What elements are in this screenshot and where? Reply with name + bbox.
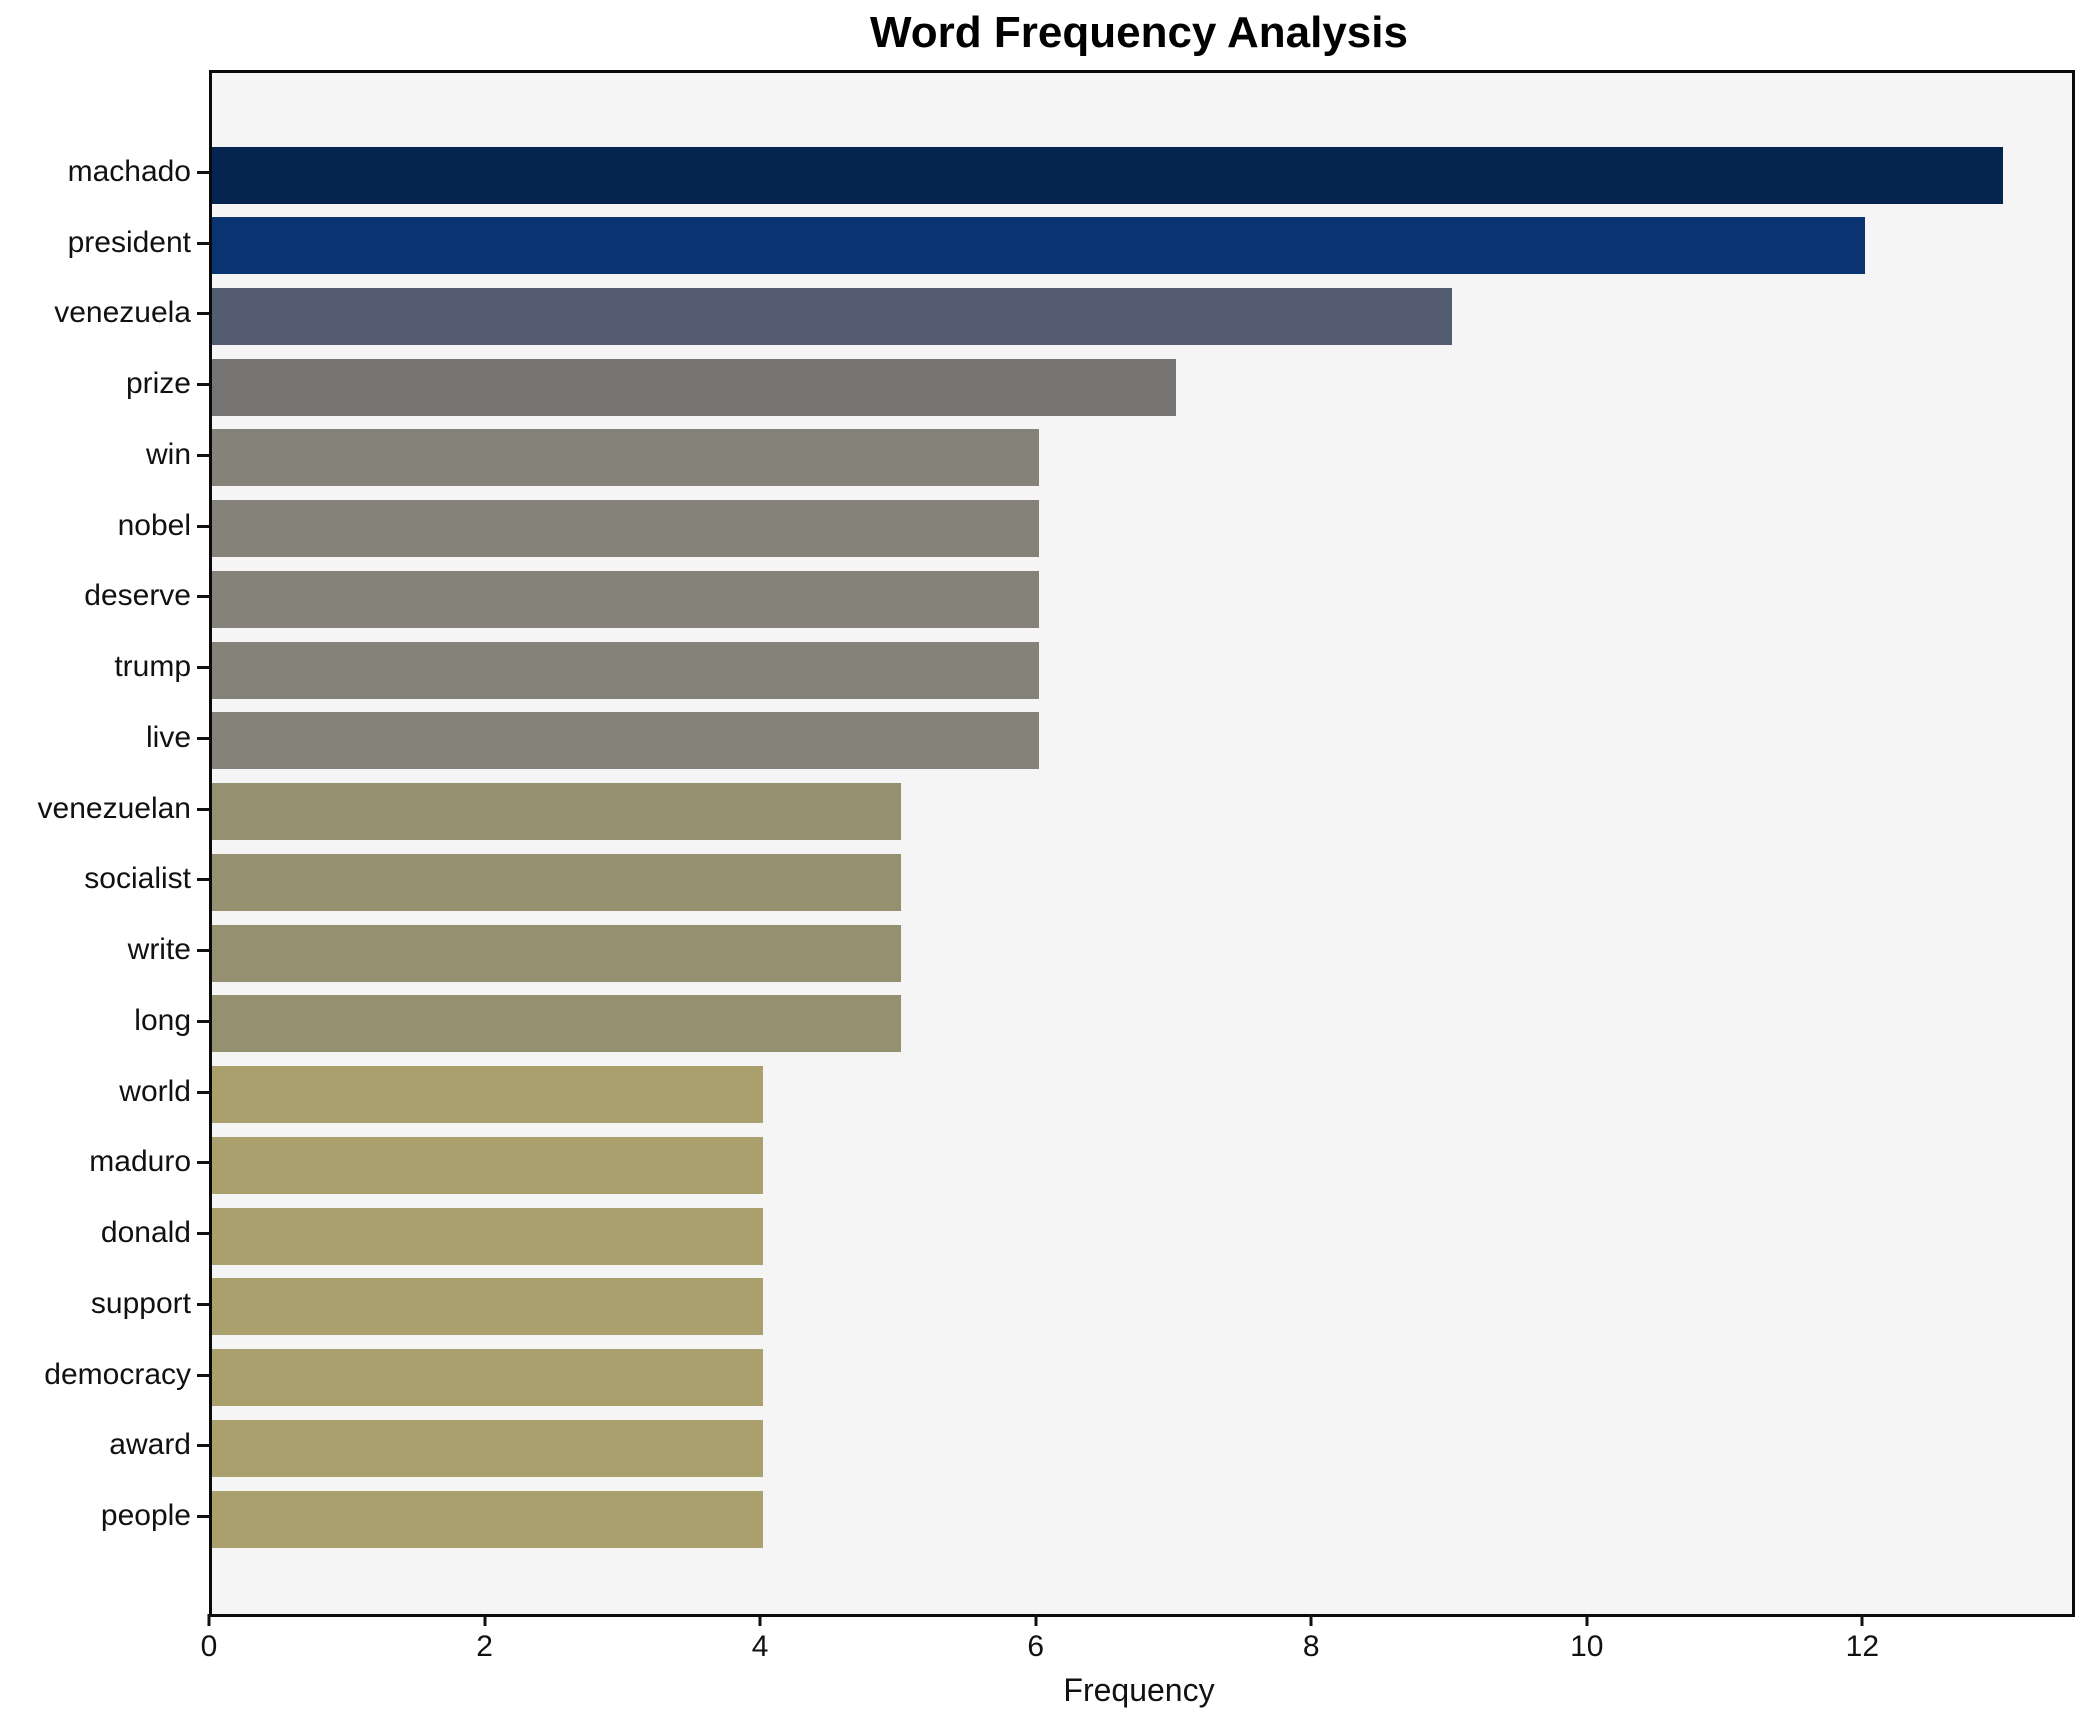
y-tick-label-people: people	[100, 1499, 191, 1533]
chart-title: Word Frequency Analysis	[870, 8, 1408, 57]
y-tick-label-machado: machado	[67, 155, 191, 188]
y-tick-label-venezuelan: venezuelan	[37, 791, 191, 825]
y-tick-label-world: world	[119, 1074, 191, 1108]
y-tick-mark	[197, 1444, 209, 1448]
y-tick-mark	[197, 949, 209, 953]
y-tick-mark	[197, 1302, 209, 1306]
x-tick-mark	[483, 1614, 487, 1626]
y-tick-label-award: award	[109, 1428, 191, 1462]
bar-deserve	[212, 570, 1039, 628]
x-tick-label-8: 8	[1302, 1630, 1320, 1663]
bar-venezuela	[212, 287, 1452, 345]
y-tick-label-donald: donald	[100, 1216, 191, 1250]
bar-venezuelan	[212, 783, 901, 841]
y-tick-mark	[197, 1515, 209, 1519]
bar-prize	[212, 358, 1177, 416]
y-tick-mark	[197, 1373, 209, 1377]
y-tick-mark	[197, 595, 209, 599]
y-tick-mark	[197, 453, 209, 457]
y-tick-mark	[197, 1161, 209, 1165]
bar-maduro	[212, 1136, 764, 1194]
y-tick-label-support: support	[90, 1286, 191, 1320]
bar-democracy	[212, 1349, 764, 1407]
x-tick-label-12: 12	[1845, 1630, 1880, 1663]
y-tick-mark	[197, 1232, 209, 1236]
bar-write	[212, 924, 901, 982]
bar-support	[212, 1278, 764, 1336]
bar-world	[212, 1066, 764, 1124]
plot-area	[209, 70, 2075, 1617]
y-tick-mark	[197, 736, 209, 740]
y-tick-mark	[197, 171, 209, 174]
y-tick-mark	[197, 1090, 209, 1094]
y-tick-mark	[197, 878, 209, 882]
y-tick-label-win: win	[145, 437, 191, 471]
y-tick-label-long: long	[134, 1003, 191, 1037]
x-axis-label: Frequency	[1063, 1672, 1215, 1708]
x-tick-label-10: 10	[1570, 1630, 1604, 1663]
y-tick-mark	[197, 666, 209, 670]
x-tick-label-0: 0	[200, 1630, 218, 1663]
y-tick-mark	[197, 1019, 209, 1023]
bar-award	[212, 1419, 764, 1477]
y-tick-label-write: write	[127, 933, 191, 967]
bar-people	[212, 1490, 764, 1548]
y-tick-label-deserve: deserve	[84, 579, 191, 613]
y-tick-mark	[197, 383, 209, 387]
y-tick-mark	[197, 312, 209, 316]
x-tick-mark	[758, 1614, 762, 1626]
bar-trump	[212, 641, 1039, 699]
bar-long	[212, 995, 901, 1053]
bar-nobel	[212, 500, 1039, 558]
y-tick-mark	[197, 807, 209, 811]
y-tick-label-socialist: socialist	[84, 862, 191, 896]
y-tick-mark	[197, 241, 209, 245]
x-tick-mark	[1585, 1614, 1589, 1626]
x-tick-label-6: 6	[1027, 1630, 1044, 1663]
bar-socialist	[212, 853, 901, 911]
y-tick-label-maduro: maduro	[89, 1145, 191, 1179]
x-tick-mark	[1309, 1614, 1313, 1626]
y-tick-label-trump: trump	[114, 650, 191, 684]
bar-president	[212, 217, 1866, 275]
y-tick-label-venezuela: venezuela	[54, 296, 191, 330]
bar-live	[212, 712, 1039, 770]
y-tick-label-president: president	[67, 225, 191, 259]
y-tick-label-nobel: nobel	[117, 508, 191, 542]
y-tick-label-democracy: democracy	[44, 1357, 191, 1391]
bar-win	[212, 429, 1039, 487]
x-tick-label-4: 4	[751, 1630, 769, 1663]
x-tick-mark	[207, 1614, 211, 1626]
y-tick-label-live: live	[145, 720, 191, 754]
x-tick-mark	[1034, 1614, 1038, 1626]
y-tick-label-prize: prize	[125, 367, 191, 401]
bar-machado	[212, 146, 2004, 204]
x-tick-label-2: 2	[476, 1630, 493, 1663]
y-tick-mark	[197, 524, 209, 528]
bar-donald	[212, 1207, 764, 1265]
x-tick-mark	[1860, 1614, 1864, 1626]
